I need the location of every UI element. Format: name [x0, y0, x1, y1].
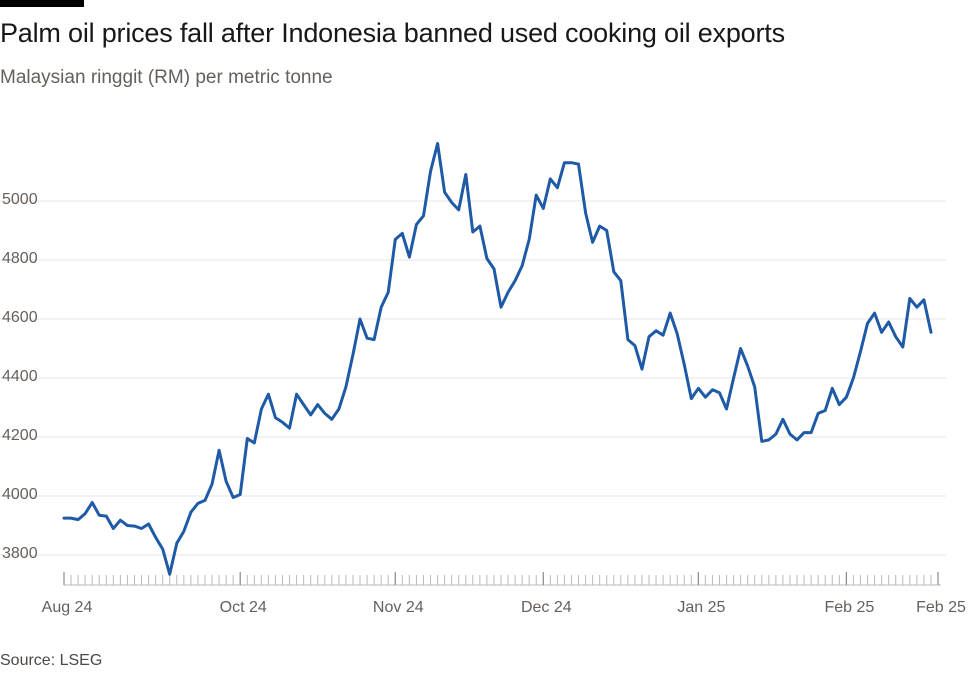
series-layer	[62, 142, 933, 576]
chart-title: Palm oil prices fall after Indonesia ban…	[0, 18, 785, 48]
y-tick-label: 4200	[2, 427, 38, 444]
chart-subtitle: Malaysian ringgit (RM) per metric tonne	[0, 67, 333, 88]
x-tick-label: Aug 24	[42, 599, 93, 616]
x-tick-label: Oct 24	[220, 599, 267, 616]
y-tick-label: 4600	[2, 309, 38, 326]
y-tick-label: 4800	[2, 250, 38, 267]
y-tick-label: 3800	[2, 545, 38, 562]
y-axis-labels: 3800 4000 4200 4400 4600 4800 5000	[2, 191, 38, 562]
y-tick-label: 5000	[2, 191, 38, 208]
x-axis-labels: Aug 24 Oct 24 Nov 24 Dec 24 Jan 25 Feb 25 Feb …	[42, 572, 966, 616]
x-tick-label: Dec 24	[521, 599, 572, 616]
brand-top-bar	[0, 0, 84, 7]
source-note: Source: LSEG	[0, 652, 103, 669]
x-tick-label: Nov 24	[373, 599, 424, 616]
x-tick-label: Jan 25	[677, 599, 725, 616]
x-axis	[63, 575, 941, 586]
grid-lines	[0, 200, 946, 556]
series-line-0	[62, 142, 933, 576]
y-tick-label: 4000	[2, 486, 38, 503]
x-tick-label: Feb 25	[824, 599, 874, 616]
y-tick-label: 4400	[2, 368, 38, 385]
x-tick-label: Feb 25	[916, 599, 966, 616]
